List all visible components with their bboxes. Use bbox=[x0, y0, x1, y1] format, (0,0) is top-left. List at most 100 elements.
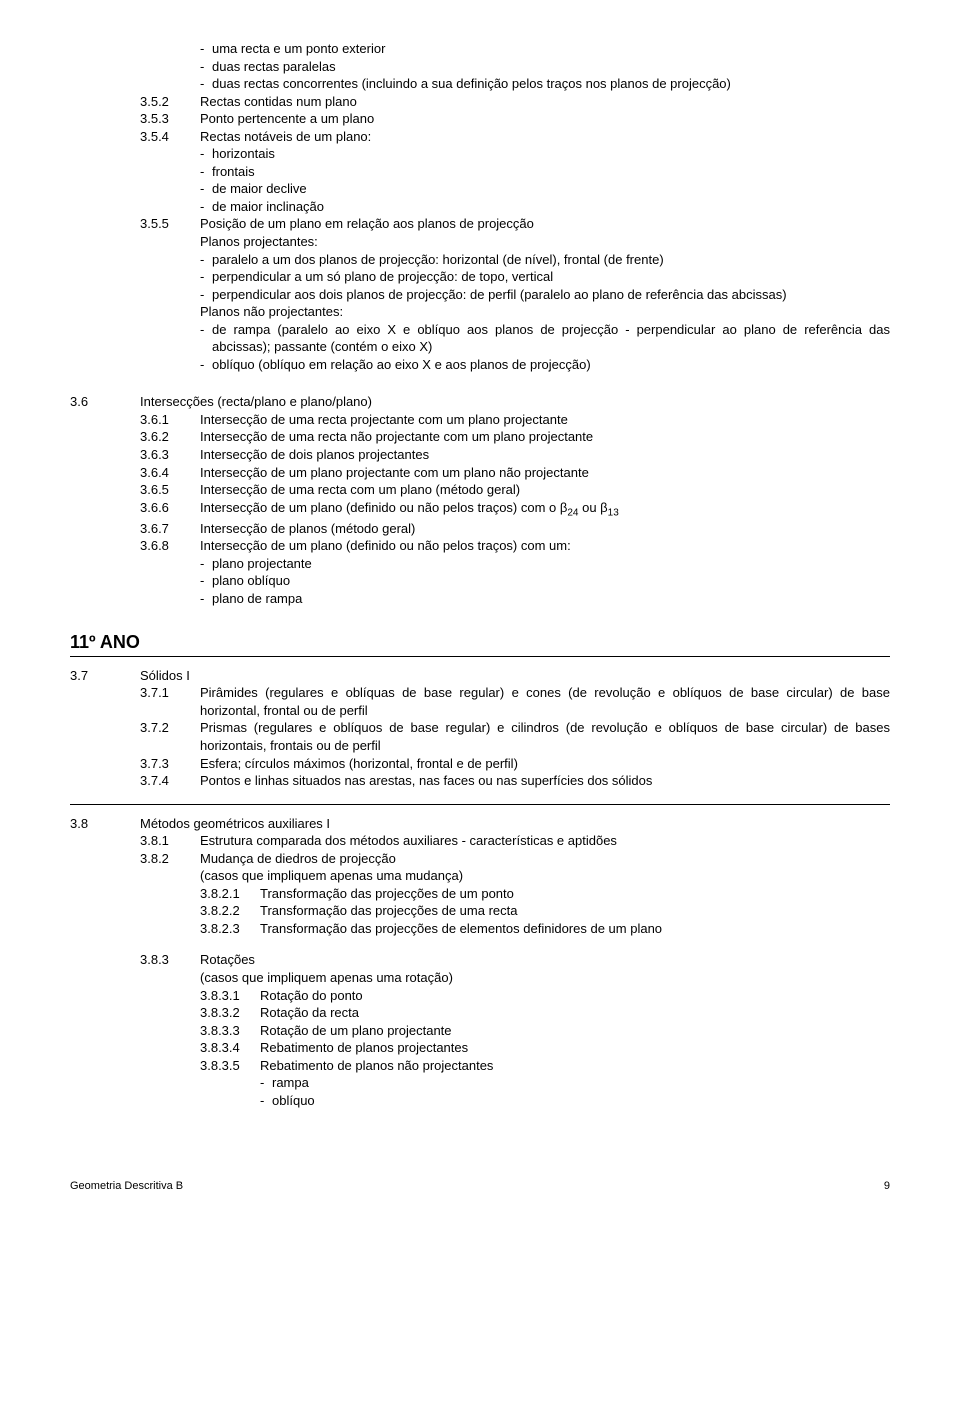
list-item: -uma recta e um ponto exterior bbox=[200, 40, 890, 58]
dash-icon: - bbox=[200, 321, 212, 356]
item-text: Intersecção de dois planos projectantes bbox=[200, 446, 429, 464]
bullet-text: perpendicular aos dois planos de projecç… bbox=[212, 286, 787, 304]
item-text: Rebatimento de planos projectantes bbox=[260, 1039, 468, 1057]
list-item: -duas rectas concorrentes (incluindo a s… bbox=[200, 75, 890, 93]
subscript: 24 bbox=[567, 507, 578, 518]
item-383: 3.8.3Rotações bbox=[70, 951, 890, 969]
dash-icon: - bbox=[200, 145, 212, 163]
dash-icon: - bbox=[200, 572, 212, 590]
dash-icon: - bbox=[200, 286, 212, 304]
bullet-text: plano de rampa bbox=[212, 590, 302, 608]
list-item: 3.6.5Intersecção de uma recta com um pla… bbox=[140, 481, 890, 499]
item-text: Intersecção de uma recta não projectante… bbox=[200, 428, 593, 446]
footer-page-number: 9 bbox=[884, 1179, 890, 1194]
top-bullets: -uma recta e um ponto exterior -duas rec… bbox=[70, 40, 890, 93]
dash-icon: - bbox=[200, 180, 212, 198]
item-text: Transformação das projecções de elemento… bbox=[260, 920, 662, 938]
section-37: 3.7 Sólidos I bbox=[70, 667, 890, 685]
dash-icon: - bbox=[260, 1092, 272, 1110]
item-383-body: (casos que impliquem apenas uma rotação)… bbox=[70, 969, 890, 1109]
list-item: 3.8.2.2Transformação das projecções de u… bbox=[200, 902, 890, 920]
item-text: Rotação do ponto bbox=[260, 987, 363, 1005]
section-title-text: Intersecções (recta/plano e plano/plano) bbox=[140, 393, 372, 411]
bullet-text: de rampa (paralelo ao eixo X e oblíquo a… bbox=[212, 321, 890, 356]
divider bbox=[70, 656, 890, 657]
list-item: 3.8.2.1Transformação das projecções de u… bbox=[200, 885, 890, 903]
item-352: 3.5.2Rectas contidas num plano 3.5.3Pont… bbox=[70, 93, 890, 146]
subscript: 13 bbox=[608, 507, 619, 518]
list-item: 3.8.2Mudança de diedros de projecção bbox=[140, 850, 890, 868]
item-number: 3.8.3.2 bbox=[200, 1004, 260, 1022]
item-number: 3.6.2 bbox=[140, 428, 200, 446]
item-text: Pontos e linhas situados nas arestas, na… bbox=[200, 772, 652, 790]
item-number: 3.5.5 bbox=[140, 215, 200, 233]
item-text: Rotação de um plano projectante bbox=[260, 1022, 452, 1040]
item-text: Rotação da recta bbox=[260, 1004, 359, 1022]
dash-icon: - bbox=[200, 590, 212, 608]
list-item: 3.7.1Pirâmides (regulares e oblíquas de … bbox=[140, 684, 890, 719]
item-number: 3.8.3.1 bbox=[200, 987, 260, 1005]
list-item: 3.7.3Esfera; círculos máximos (horizonta… bbox=[140, 755, 890, 773]
divider bbox=[70, 804, 890, 805]
list-item: 3.6.1Intersecção de uma recta projectant… bbox=[140, 411, 890, 429]
item-text: Rectas contidas num plano bbox=[200, 93, 357, 111]
item-354-bullets: -horizontais -frontais -de maior declive… bbox=[70, 145, 890, 215]
list-item: -plano projectante bbox=[200, 555, 890, 573]
item-number: 3.7.2 bbox=[140, 719, 200, 754]
dash-icon: - bbox=[200, 75, 212, 93]
item-number: 3.8.3.5 bbox=[200, 1057, 260, 1075]
dash-icon: - bbox=[200, 251, 212, 269]
dash-icon: - bbox=[200, 268, 212, 286]
list-item: -duas rectas paralelas bbox=[200, 58, 890, 76]
bullet-text: uma recta e um ponto exterior bbox=[212, 40, 385, 58]
list-item: -perpendicular a um só plano de projecçã… bbox=[200, 268, 890, 286]
item-number: 3.7.3 bbox=[140, 755, 200, 773]
list-item: -perpendicular aos dois planos de projec… bbox=[200, 286, 890, 304]
item-number: 3.6.4 bbox=[140, 464, 200, 482]
bullet-text: plano oblíquo bbox=[212, 572, 290, 590]
note-text: (casos que impliquem apenas uma rotação) bbox=[200, 969, 890, 987]
item-number: 3.8.3 bbox=[140, 951, 200, 969]
section-36-items: 3.6.1Intersecção de uma recta projectant… bbox=[70, 411, 890, 555]
item-number: 3.6.7 bbox=[140, 520, 200, 538]
item-number: 3.8.3.4 bbox=[200, 1039, 260, 1057]
list-item: 3.6.6Intersecção de um plano (definido o… bbox=[140, 499, 890, 520]
item-number: 3.8.2 bbox=[140, 850, 200, 868]
item-355-body: Planos projectantes: -paralelo a um dos … bbox=[70, 233, 890, 373]
list-item: -paralelo a um dos planos de projecção: … bbox=[200, 251, 890, 269]
list-item: 3.8.3.5Rebatimento de planos não project… bbox=[200, 1057, 890, 1075]
list-item: 3.8.3.2Rotação da recta bbox=[200, 1004, 890, 1022]
list-item: 3.7.4Pontos e linhas situados nas aresta… bbox=[140, 772, 890, 790]
item-text: Rebatimento de planos não projectantes bbox=[260, 1057, 493, 1075]
item-number: 3.5.2 bbox=[140, 93, 200, 111]
item-text: Intersecção de uma recta projectante com… bbox=[200, 411, 568, 429]
dash-icon: - bbox=[200, 356, 212, 374]
section-number: 3.7 bbox=[70, 667, 140, 685]
item-text: Intersecção de um plano (definido ou não… bbox=[200, 537, 571, 555]
list-item: -plano de rampa bbox=[200, 590, 890, 608]
list-item: -frontais bbox=[200, 163, 890, 181]
item-text: Esfera; círculos máximos (horizontal, fr… bbox=[200, 755, 518, 773]
list-item: -oblíquo bbox=[260, 1092, 890, 1110]
section-38: 3.8 Métodos geométricos auxiliares I bbox=[70, 815, 890, 833]
item-3835-bullets: -rampa -oblíquo bbox=[200, 1074, 890, 1109]
section-38-items: 3.8.1Estrutura comparada dos métodos aux… bbox=[70, 832, 890, 867]
dash-icon: - bbox=[260, 1074, 272, 1092]
item-text: Transformação das projecções de uma rect… bbox=[260, 902, 517, 920]
bullet-text: paralelo a um dos planos de projecção: h… bbox=[212, 251, 664, 269]
section-title-text: Sólidos I bbox=[140, 667, 190, 685]
bullet-text: oblíquo (oblíquo em relação ao eixo X e … bbox=[212, 356, 591, 374]
item-number: 3.6.8 bbox=[140, 537, 200, 555]
section-number: 3.6 bbox=[70, 393, 140, 411]
item-number: 3.6.6 bbox=[140, 499, 200, 520]
item-text: Pirâmides (regulares e oblíquas de base … bbox=[200, 684, 890, 719]
list-item: 3.6.8Intersecção de um plano (definido o… bbox=[140, 537, 890, 555]
item-355: 3.5.5Posição de um plano em relação aos … bbox=[70, 215, 890, 233]
bullet-text: perpendicular a um só plano de projecção… bbox=[212, 268, 553, 286]
bullet-text: de maior inclinação bbox=[212, 198, 324, 216]
list-item: -de maior inclinação bbox=[200, 198, 890, 216]
list-item: -horizontais bbox=[200, 145, 890, 163]
item-text: Intersecção de uma recta com um plano (m… bbox=[200, 481, 520, 499]
bullet-text: rampa bbox=[272, 1074, 309, 1092]
section-37-items: 3.7.1Pirâmides (regulares e oblíquas de … bbox=[70, 684, 890, 789]
